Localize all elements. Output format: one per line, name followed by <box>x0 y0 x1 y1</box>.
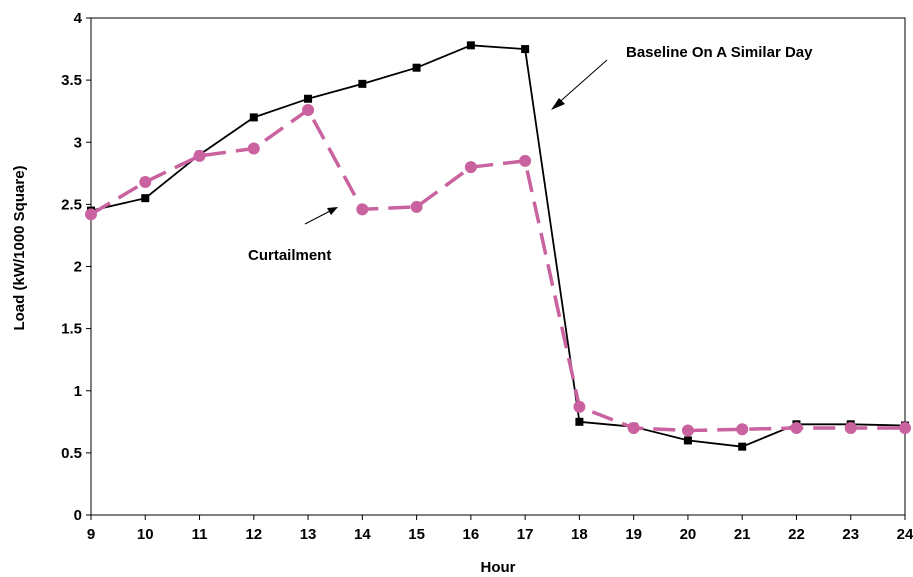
x-tick-label: 18 <box>571 526 588 543</box>
curtailment-data-point <box>736 423 749 436</box>
x-tick-label: 21 <box>734 526 751 543</box>
y-tick-label: 4 <box>74 10 83 27</box>
y-tick-label: 0.5 <box>61 445 82 462</box>
x-tick-label: 23 <box>842 526 859 543</box>
curtailment-data-point <box>247 142 260 155</box>
y-tick-label: 1 <box>74 383 82 400</box>
x-axis-ticks: 9 10 11 12 13 14 15 16 17 18 19 20 21 22 23 24 <box>87 515 913 543</box>
baseline-data-point <box>466 41 475 50</box>
baseline-annotation-arrow <box>554 59 608 107</box>
curtailment-annotation: Curtailment <box>248 247 331 264</box>
y-tick-label: 2 <box>74 259 82 276</box>
curtailment-data-point <box>302 103 315 116</box>
x-tick-label: 20 <box>680 526 697 543</box>
curtailment-data-point <box>193 149 206 162</box>
baseline-annotation-arrowhead <box>551 98 565 110</box>
baseline-data-point <box>683 436 692 445</box>
x-axis-title: Hour <box>481 559 516 576</box>
baseline-data-point <box>141 194 150 203</box>
curtailment-data-point <box>464 161 477 174</box>
baseline-data-point <box>412 63 421 72</box>
curtailment-data-point <box>356 203 369 216</box>
baseline-data-point <box>738 442 747 451</box>
x-tick-label: 10 <box>137 526 154 543</box>
x-tick-label: 13 <box>300 526 317 543</box>
series-layer <box>85 41 911 451</box>
series-line-curtailment <box>90 108 905 433</box>
curtailment-data-point <box>681 424 694 437</box>
baseline-data-point <box>358 79 367 88</box>
y-tick-label: 3 <box>74 134 82 151</box>
y-tick-label: 3.5 <box>61 72 82 89</box>
curtailment-data-point <box>627 422 640 435</box>
x-tick-label: 15 <box>408 526 425 543</box>
y-tick-label: 2.5 <box>61 196 82 213</box>
curtailment-data-point <box>139 176 152 189</box>
curtailment-annotation-arrowhead <box>327 207 338 215</box>
x-tick-label: 22 <box>788 526 805 543</box>
curtailment-data-point <box>410 200 423 213</box>
baseline-data-point <box>575 417 584 426</box>
plot-area <box>90 17 906 516</box>
series-line-baseline <box>90 44 906 448</box>
x-tick-label: 19 <box>625 526 642 543</box>
curtailment-data-point <box>519 154 532 167</box>
x-tick-label: 12 <box>245 526 262 543</box>
curtailment-data-point <box>85 208 97 221</box>
baseline-data-point <box>249 113 258 122</box>
x-tick-label: 16 <box>463 526 480 543</box>
y-axis-ticks: 0 0.5 1 1.5 2 2.5 3 3.5 4 <box>61 10 91 524</box>
x-tick-label: 9 <box>87 526 95 543</box>
x-tick-label: 24 <box>897 526 913 543</box>
curtailment-data-point <box>573 400 586 413</box>
curtailment-data-point <box>790 422 803 435</box>
curtailment-data-point <box>899 422 911 435</box>
baseline-annotation: Baseline On A Similar Day <box>626 44 813 61</box>
baseline-data-point <box>304 94 313 103</box>
baseline-data-point <box>521 45 530 54</box>
y-tick-label: 0 <box>74 507 82 524</box>
x-tick-label: 14 <box>354 526 371 543</box>
y-tick-label: 1.5 <box>61 321 82 338</box>
y-axis-title: Load (kW/1000 Square) <box>11 165 28 330</box>
curtailment-data-point <box>844 422 857 435</box>
x-tick-label: 17 <box>517 526 534 543</box>
x-tick-label: 11 <box>192 526 208 543</box>
